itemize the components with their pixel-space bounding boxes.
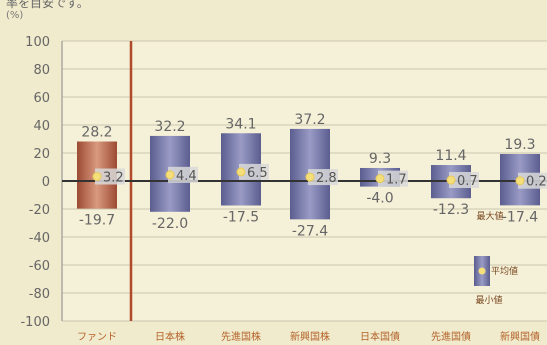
avg-label-band	[449, 172, 479, 189]
y-tick-label: -60	[29, 259, 50, 274]
max-label: 37.2	[294, 112, 325, 128]
y-tick-label: 40	[33, 119, 50, 134]
y-tick-label: -40	[29, 231, 50, 246]
y-tick-label: 100	[25, 35, 50, 50]
avg-label: 2.8	[316, 171, 337, 186]
avg-marker	[165, 170, 175, 180]
avg-label: 1.7	[386, 173, 407, 188]
avg-marker	[515, 176, 525, 186]
x-category-label: 日本国債	[360, 330, 400, 343]
legend-avg-marker	[478, 267, 486, 275]
avg-label: 0.7	[457, 174, 478, 189]
avg-marker	[305, 172, 315, 182]
min-label: -4.0	[366, 191, 393, 207]
avg-label: 0.2	[526, 175, 547, 190]
x-category-label: 先進国債	[431, 330, 471, 343]
avg-label-band	[95, 168, 125, 185]
avg-label-band	[518, 172, 547, 189]
avg-label: 3.2	[103, 171, 124, 186]
legend-avg-label: 平均値	[491, 265, 518, 277]
max-label: 9.3	[369, 151, 391, 167]
y-tick-label: 80	[33, 63, 50, 78]
chart-caption: 率を目安です。	[6, 0, 89, 10]
avg-marker	[236, 167, 246, 177]
legend-min-label: 最小値	[475, 294, 502, 306]
x-category-label: 先進国株	[221, 330, 261, 343]
min-label: -22.0	[152, 216, 188, 232]
max-label: 34.1	[225, 116, 256, 132]
y-tick-label: 20	[33, 147, 50, 162]
y-tick-label: 0	[42, 175, 50, 190]
y-tick-label: -80	[29, 287, 50, 302]
avg-marker	[92, 172, 102, 182]
min-label: -17.5	[223, 210, 259, 226]
y-tick-label: 60	[33, 91, 50, 106]
avg-label: 6.5	[247, 166, 268, 181]
avg-label-band	[168, 166, 198, 183]
min-label: -12.3	[433, 202, 469, 218]
max-label: 19.3	[504, 137, 535, 153]
avg-marker	[375, 174, 385, 184]
min-label: -27.4	[292, 223, 328, 239]
max-label: 28.2	[81, 125, 112, 141]
x-category-label: 新興国株	[290, 330, 330, 343]
avg-label-band	[308, 169, 338, 186]
x-category-label: ファンド	[77, 332, 117, 343]
max-label: 11.4	[435, 148, 466, 164]
y-tick-label: -100	[20, 315, 50, 330]
max-label: 32.2	[154, 119, 185, 135]
x-category-label: 新興国債	[500, 330, 540, 343]
min-label: -19.7	[79, 213, 115, 229]
avg-label: 4.4	[176, 169, 197, 184]
legend-max-label: 最大値	[476, 210, 503, 222]
x-category-label: 日本株	[155, 330, 185, 343]
avg-label-band	[239, 163, 269, 180]
min-label: -17.4	[502, 209, 538, 225]
avg-label-band	[378, 170, 408, 187]
avg-marker	[446, 175, 456, 185]
y-axis-unit: (%)	[6, 10, 24, 21]
y-tick-label: -20	[29, 203, 50, 218]
